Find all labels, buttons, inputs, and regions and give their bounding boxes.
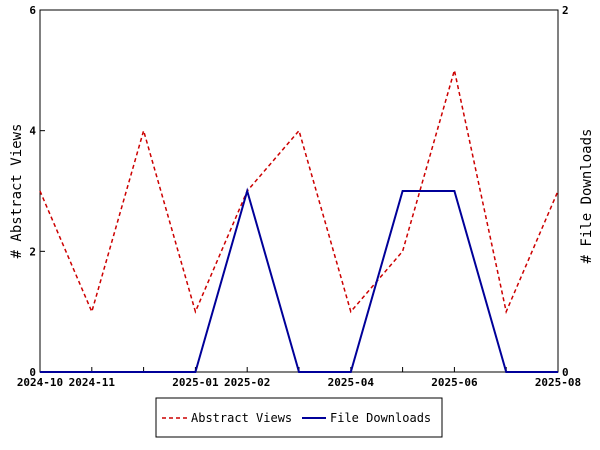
legend: Abstract Views File Downloads xyxy=(155,397,443,438)
left-y-tick-label: 0 xyxy=(29,366,36,379)
x-tick-label: 2025-04 xyxy=(328,376,375,389)
x-tick-label: 2025-06 xyxy=(431,376,478,389)
x-tick-label: 2025-02 xyxy=(224,376,270,389)
x-tick-label: 2025-01 xyxy=(172,376,219,389)
left-y-tick-label: 2 xyxy=(29,245,36,258)
x-tick-label: 2024-11 xyxy=(69,376,116,389)
x-axis-ticks: 2024-10 2024-11 2025-01 2025-02 2025-04 2025-… xyxy=(17,367,581,389)
x-tick-label: 2025-08 xyxy=(535,376,581,389)
left-y-tick-label: 6 xyxy=(29,4,36,17)
right-y-tick-label: 2 xyxy=(562,4,569,17)
legend-label-abstract-views: Abstract Views xyxy=(191,411,292,425)
legend-box xyxy=(155,397,443,438)
series-line-file-downloads xyxy=(40,187,558,373)
right-y-tick-label: 0 xyxy=(562,366,569,379)
series-layer xyxy=(39,70,559,373)
series-line-abstract-views xyxy=(39,70,559,315)
left-axis-title: # Abstract Views xyxy=(9,124,25,259)
left-y-tick-label: 4 xyxy=(29,125,36,138)
left-axis-ticks: 0 2 4 6 xyxy=(29,4,45,379)
right-axis-title: # File Downloads xyxy=(579,129,595,264)
right-axis-ticks: 02 xyxy=(553,4,569,379)
legend-label-file-downloads: File Downloads xyxy=(330,411,431,425)
x-tick-label: 2024-10 xyxy=(17,376,63,389)
